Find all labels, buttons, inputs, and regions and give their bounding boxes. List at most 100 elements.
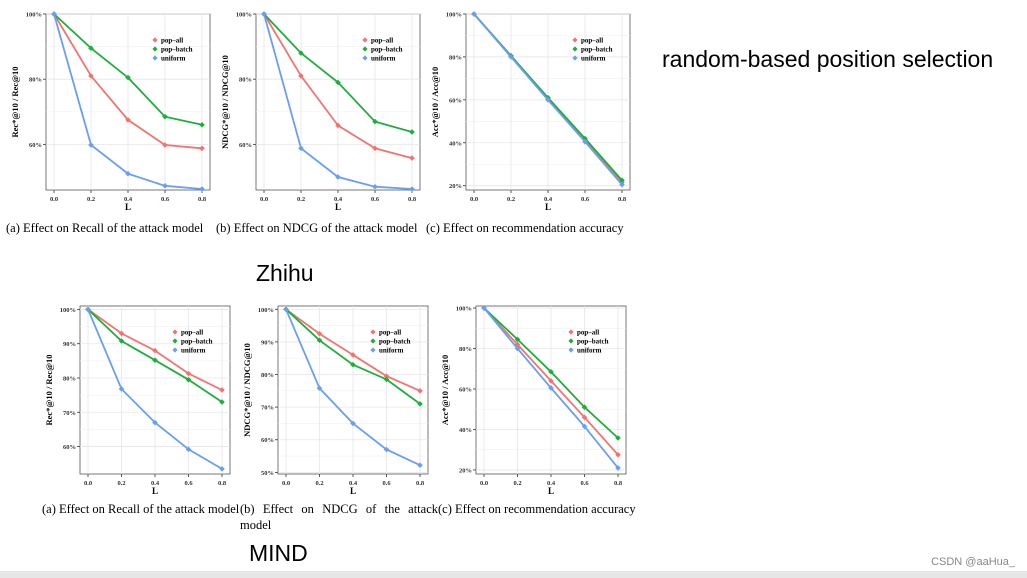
y-tick-label: 50% <box>261 470 274 477</box>
x-tick-label: 0.2 <box>513 480 521 487</box>
data-point <box>409 155 415 161</box>
chart-mind-ndcg: 50% 60% 70% 80% 90% 100% 0.0 0.2 0.4 0.6 0.8 L NDCG*… <box>232 298 434 496</box>
data-point <box>162 113 168 120</box>
data-point <box>219 387 225 393</box>
y-tick-label: 80% <box>29 77 42 84</box>
data-point <box>125 117 131 123</box>
legend-label: uniform <box>581 55 606 63</box>
data-point <box>383 446 390 453</box>
legend-label: pop–batch <box>371 46 403 54</box>
x-tick-label: 0.2 <box>117 480 125 487</box>
x-tick-label: 0.2 <box>507 196 515 203</box>
x-tick-label: 0.0 <box>50 196 58 203</box>
y-tick-label: 40% <box>459 427 472 434</box>
data-point <box>350 420 356 427</box>
y-tick-label: 60% <box>63 444 76 451</box>
x-tick-label: 0.2 <box>87 196 95 203</box>
data-point <box>335 174 341 180</box>
legend-marker <box>172 347 178 353</box>
y-tick-label: 80% <box>449 54 462 61</box>
legend-label: pop–all <box>181 329 203 337</box>
legend-marker <box>572 46 578 52</box>
data-point <box>152 357 158 363</box>
legend-marker <box>362 55 368 61</box>
y-tick-label: 70% <box>261 405 274 412</box>
x-tick-label: 0.0 <box>260 196 268 203</box>
legend-label: uniform <box>181 347 206 355</box>
x-axis-label: L <box>152 486 158 496</box>
data-point <box>199 186 205 192</box>
y-tick-label: 90% <box>261 339 274 346</box>
x-tick-label: 0.2 <box>297 196 305 203</box>
y-tick-label: 100% <box>236 12 252 19</box>
x-tick-label: 0.8 <box>416 480 425 487</box>
y-tick-label: 60% <box>261 437 274 444</box>
data-point <box>152 347 158 354</box>
legend-marker <box>152 37 158 43</box>
chart-svg: 60% 80% 100% 0.0 0.2 0.4 0.6 0.8 L Rec*@10 / Rec@… <box>10 11 211 212</box>
watermark: CSDN @aaHua_ <box>931 556 1015 568</box>
legend-marker <box>172 329 178 335</box>
legend-marker <box>370 347 376 353</box>
data-point <box>372 118 378 125</box>
legend-marker <box>370 338 376 344</box>
x-tick-label: 0.6 <box>184 480 193 487</box>
x-tick-label: 0.6 <box>371 196 380 203</box>
legend-label: pop–batch <box>379 338 411 346</box>
x-tick-label: 0.0 <box>282 480 290 487</box>
chart-svg: 20% 40% 60% 80% 100% 0.0 0.2 0.4 0.6 0.8 L Acc*@10 … <box>430 11 631 212</box>
legend-label: pop–batch <box>161 46 193 54</box>
legend-label: uniform <box>161 55 186 63</box>
legend-label: uniform <box>379 347 404 355</box>
data-point <box>199 145 205 152</box>
data-point <box>185 446 192 453</box>
data-point <box>335 79 341 86</box>
legend-marker <box>152 55 158 61</box>
data-point <box>219 399 225 405</box>
legend-label: uniform <box>577 347 602 355</box>
x-axis-label: L <box>125 202 131 212</box>
data-point <box>152 419 158 426</box>
data-point <box>261 11 267 17</box>
legend-marker <box>370 329 376 335</box>
y-tick-label: 60% <box>239 142 252 149</box>
legend-label: pop–all <box>379 329 401 337</box>
data-point <box>417 401 423 407</box>
chart-zhihu-acc: 20% 40% 60% 80% 100% 0.0 0.2 0.4 0.6 0.8 L Acc*@10 … <box>420 6 636 216</box>
bottom-bar <box>0 571 1027 578</box>
x-tick-label: 0.8 <box>618 196 627 203</box>
chart-svg: 60% 70% 80% 90% 100% 0.0 0.2 0.4 0.6 0.8 L Rec*@10 … <box>44 305 231 496</box>
x-tick-label: 0.2 <box>315 480 323 487</box>
x-tick-label: 0.4 <box>151 480 160 487</box>
data-point <box>162 182 168 189</box>
x-tick-label: 0.4 <box>124 196 133 203</box>
y-axis-label: Rec*@10 / Rec@10 <box>44 354 54 425</box>
data-point <box>409 186 415 192</box>
legend-marker <box>568 329 574 335</box>
legend-marker <box>572 37 578 43</box>
data-point <box>471 11 477 17</box>
data-point <box>125 170 131 177</box>
legend-marker <box>152 46 158 52</box>
legend-label: pop–batch <box>577 338 609 346</box>
caption-mind-ndcg: (b) Effect on NDCG of the attack model <box>240 502 438 532</box>
x-tick-label: 0.0 <box>84 480 92 487</box>
x-tick-label: 0.6 <box>581 196 590 203</box>
y-tick-label: 60% <box>29 142 42 149</box>
y-tick-label: 100% <box>26 12 42 19</box>
data-point <box>88 45 94 52</box>
chart-svg: 60% 80% 100% 0.0 0.2 0.4 0.6 0.8 L NDCG*@10 / NDC… <box>220 11 421 212</box>
legend-label: pop–batch <box>581 46 613 54</box>
legend-label: pop–all <box>161 37 183 45</box>
y-tick-label: 60% <box>449 97 462 104</box>
data-point <box>350 352 356 358</box>
x-tick-label: 0.4 <box>349 480 358 487</box>
caption-zhihu-recall: (a) Effect on Recall of the attack model <box>6 221 204 235</box>
y-tick-label: 60% <box>459 386 472 393</box>
x-tick-label: 0.0 <box>470 196 478 203</box>
caption-mind-acc: (c) Effect on recommendation accuracy <box>438 502 636 516</box>
caption-zhihu-ndcg: (b) Effect on NDCG of the attack model <box>216 221 418 235</box>
y-tick-label: 80% <box>239 77 252 84</box>
data-point <box>350 361 356 368</box>
x-tick-label: 0.8 <box>218 480 227 487</box>
